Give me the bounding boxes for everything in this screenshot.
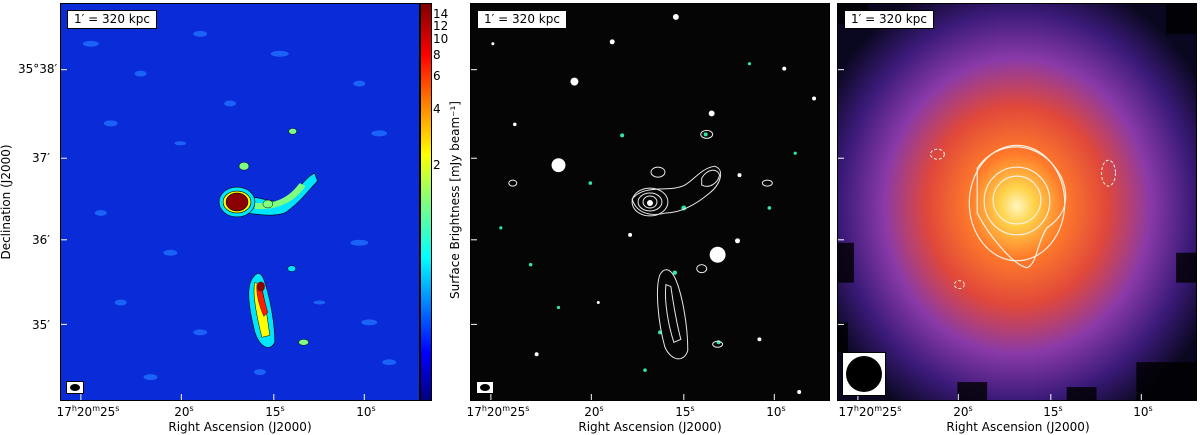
x-axis-label: Right Ascension (J2000)	[168, 420, 312, 434]
beam-ellipse	[70, 384, 80, 391]
x-tick-label: 10s	[766, 404, 786, 419]
y-tick-label: 35′	[32, 318, 50, 332]
y-axis-label: Declination (J2000)	[0, 144, 13, 260]
radio-map-image	[61, 4, 419, 400]
beam-marker	[66, 381, 84, 394]
radio-map-panel: 1′ = 320 kpc	[60, 3, 420, 401]
beam-marker	[476, 381, 494, 394]
x-tick-label: 15s	[1043, 404, 1063, 419]
colorbar-tick: 14	[433, 7, 449, 21]
colorbar	[420, 3, 432, 401]
optical-image	[471, 4, 829, 400]
xray-panel: 1′ = 320 kpc	[837, 3, 1197, 401]
x-axis-label: Right Ascension (J2000)	[946, 420, 1090, 434]
x-tick-label: 20s	[584, 404, 604, 419]
x-tick-label: 20s	[174, 404, 194, 419]
scale-bar-label: 1′ = 320 kpc	[67, 10, 157, 29]
x-tick-label: 17h20m25s	[466, 404, 530, 419]
x-tick-label: 15s	[675, 404, 695, 419]
x-axis-label: Right Ascension (J2000)	[578, 420, 722, 434]
x-tick-label: 17h20m25s	[56, 404, 120, 419]
y-tick-label: 35°38′	[18, 62, 58, 76]
beam-ellipse	[480, 384, 490, 391]
colorbar-tick: 6	[433, 69, 441, 83]
colorbar-tick: 12	[433, 19, 449, 33]
colorbar-tick: 2	[433, 158, 441, 172]
x-tick-label: 10s	[1133, 404, 1153, 419]
x-tick-label: 10s	[356, 404, 376, 419]
colorbar-label: Surface Brightness [mJy beam⁻¹]	[448, 101, 462, 299]
scale-bar-label: 1′ = 320 kpc	[844, 10, 934, 29]
x-tick-label: 17h20m25s	[838, 404, 902, 419]
colorbar-tick: 4	[433, 102, 441, 116]
y-tick-label: 36′	[32, 233, 50, 247]
x-tick-label: 15s	[265, 404, 285, 419]
scale-bar-label: 1′ = 320 kpc	[477, 10, 567, 29]
colorbar-tick: 10	[433, 32, 449, 46]
optical-panel: 1′ = 320 kpc	[470, 3, 830, 401]
y-tick-label: 37′	[32, 151, 50, 165]
xray-image	[838, 4, 1196, 400]
x-tick-label: 20s	[953, 404, 973, 419]
colorbar-tick: 8	[433, 48, 441, 62]
beam-ellipse	[846, 356, 882, 392]
beam-marker	[842, 352, 886, 396]
